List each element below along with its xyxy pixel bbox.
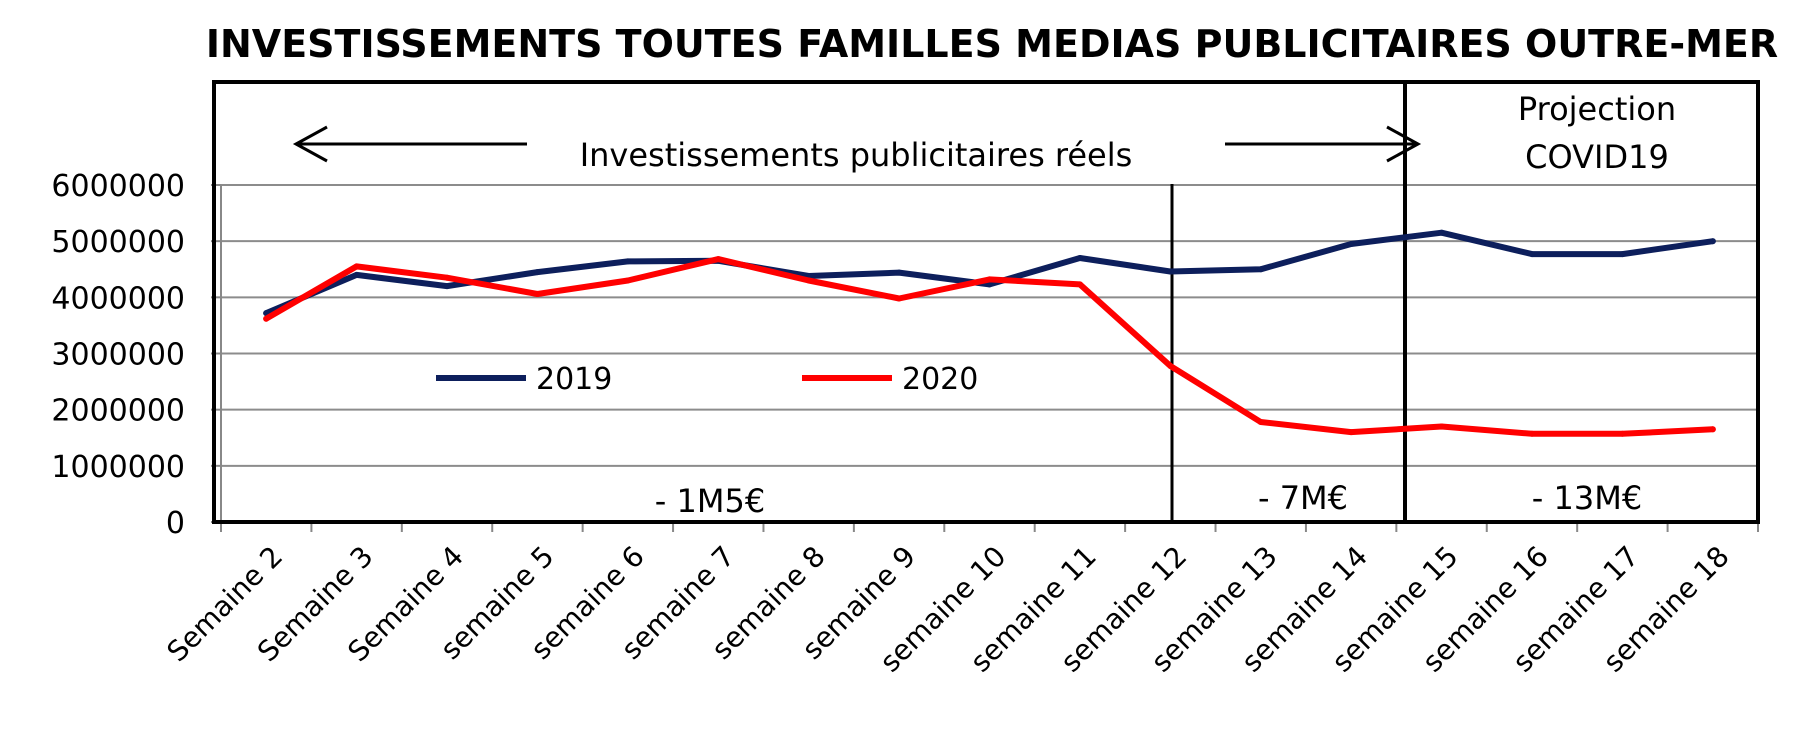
data-point-2019 [534, 269, 541, 276]
y-tick-label: 6000000 [51, 169, 185, 204]
data-point-2019 [1348, 241, 1355, 247]
data-point-2020 [1619, 430, 1626, 437]
data-point-2020 [1257, 419, 1264, 425]
data-point-2019 [1167, 268, 1174, 275]
legend: 2019 2020 [436, 362, 978, 397]
data-point-2019 [986, 281, 993, 288]
difference-label-1: - 1M5€ [655, 482, 765, 520]
data-point-2019 [624, 258, 631, 265]
gridlines [221, 184, 1758, 467]
real-investments-label: Investissements publicitaires réels [580, 136, 1133, 174]
data-point-2020 [534, 291, 541, 297]
data-point-2020 [1438, 423, 1445, 430]
difference-label-2: - 7M€ [1258, 479, 1348, 517]
data-point-2020 [353, 263, 360, 270]
y-tick-label: 2000000 [51, 394, 185, 429]
data-point-2020 [263, 315, 270, 322]
legend-label-2019: 2019 [536, 362, 612, 397]
data-point-2020 [444, 274, 450, 281]
data-point-2019 [1529, 251, 1535, 258]
data-point-2019 [353, 271, 360, 278]
series-lines [263, 229, 1716, 437]
data-point-2019 [896, 269, 903, 276]
data-point-2019 [1709, 238, 1716, 245]
projection-label-line2: COVID19 [1525, 138, 1669, 176]
projection-label-line1: Projection [1518, 90, 1676, 128]
data-point-2020 [1167, 362, 1174, 369]
data-point-2019 [1076, 255, 1083, 261]
y-axis-ticks: 0 1000000 2000000 3000000 4000000 5000000 6000… [51, 169, 221, 541]
data-point-2020 [1529, 430, 1535, 437]
data-point-2020 [896, 295, 903, 302]
series-line-2019 [263, 229, 1716, 317]
data-point-2020 [986, 276, 993, 283]
y-tick-label: 5000000 [51, 225, 185, 260]
legend-label-2020: 2020 [902, 362, 978, 397]
chart-title: INVESTISSEMENTS TOUTES FAMILLES MEDIAS P… [206, 22, 1778, 66]
right-arrow [1225, 125, 1422, 163]
y-tick-label: 0 [166, 506, 185, 541]
data-point-2020 [1348, 429, 1355, 436]
annotation-frame [212, 80, 1760, 524]
data-point-2019 [1619, 251, 1626, 258]
data-point-2020 [624, 277, 631, 284]
y-tick-label: 1000000 [51, 450, 185, 485]
y-tick-label: 4000000 [51, 281, 185, 316]
data-point-2019 [1257, 266, 1264, 273]
data-point-2020 [715, 256, 722, 263]
y-tick-label: 3000000 [51, 338, 185, 373]
difference-label-3: - 13M€ [1532, 479, 1642, 517]
data-point-2019 [1438, 229, 1445, 236]
data-point-2020 [1076, 281, 1083, 288]
left-arrow [292, 125, 527, 163]
data-point-2019 [444, 283, 450, 290]
data-point-2020 [1709, 426, 1716, 433]
data-point-2020 [805, 277, 812, 284]
